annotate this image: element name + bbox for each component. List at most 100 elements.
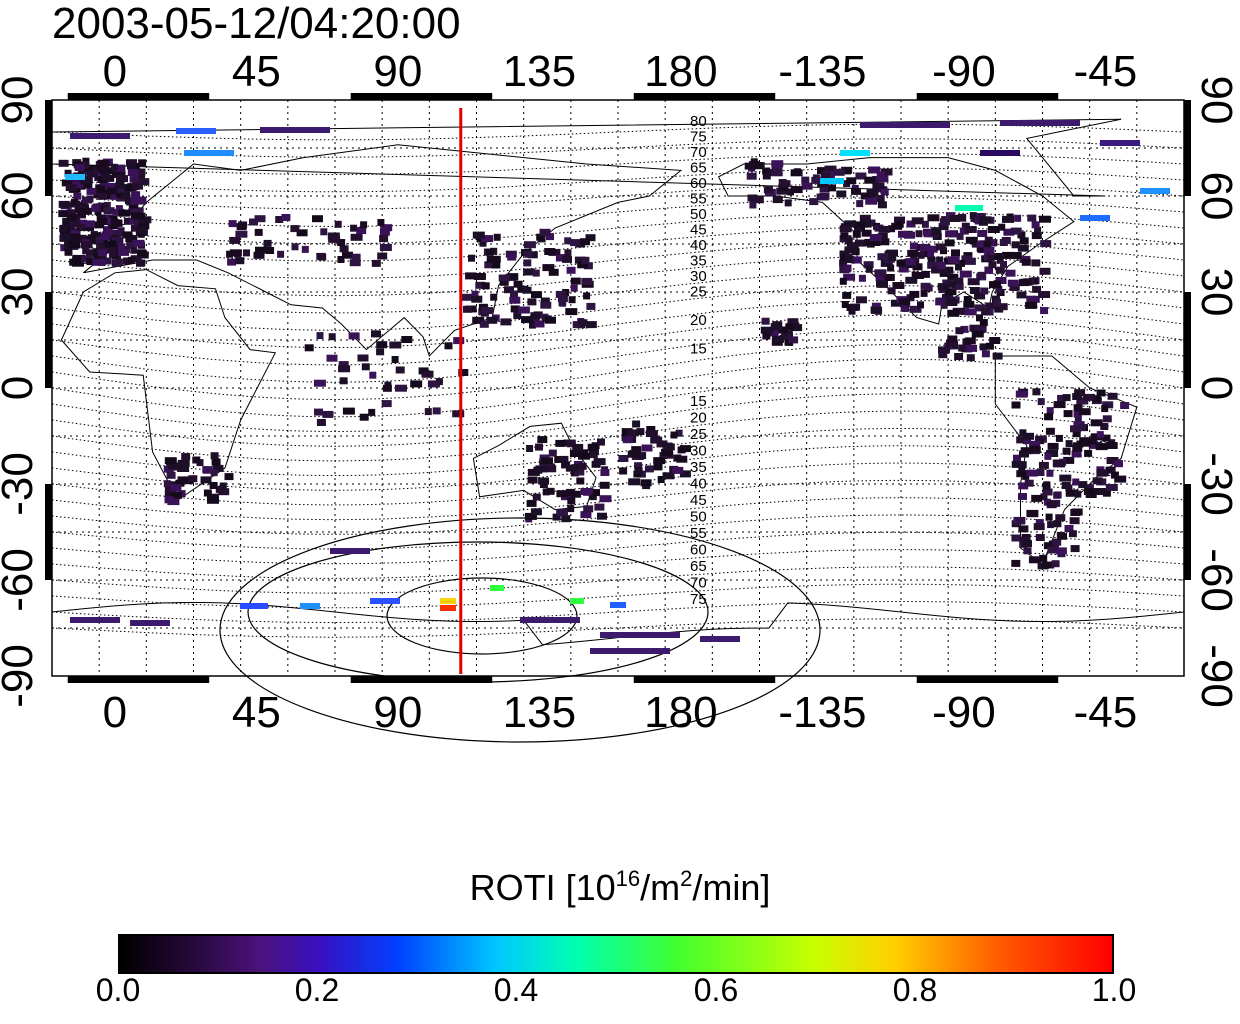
roti-cell [218, 488, 230, 496]
roti-cell [127, 169, 139, 176]
roti-cell [1017, 244, 1029, 252]
roti-cell [527, 298, 537, 306]
roti-cell-bright [176, 128, 216, 134]
roti-cell [583, 262, 593, 270]
roti-cell [641, 444, 653, 452]
roti-cell [873, 239, 881, 246]
roti-cell [995, 266, 1005, 274]
roti-cell [301, 245, 309, 253]
roti-cell [1046, 501, 1057, 509]
roti-cell [1058, 532, 1067, 540]
roti-cell [484, 261, 493, 269]
roti-cell [130, 224, 139, 232]
roti-cell [530, 508, 542, 516]
roti-cell [1088, 437, 1097, 445]
roti-cell [942, 279, 952, 287]
roti-cell [644, 465, 654, 473]
roti-cell [927, 245, 938, 253]
roti-cell [905, 258, 916, 266]
roti-cell [90, 232, 101, 240]
roti-cell [69, 233, 81, 241]
roti-cell [1076, 397, 1089, 405]
roti-cell [842, 291, 852, 299]
roti-cell [1101, 405, 1109, 413]
roti-cell [86, 249, 98, 257]
roti-cell [980, 287, 989, 295]
roti-cell [118, 164, 126, 172]
roti-cell [1095, 443, 1108, 451]
roti-cell [657, 476, 665, 483]
roti-cell [921, 270, 930, 278]
colorbar-title-end: /min] [692, 867, 771, 908]
roti-cell [872, 182, 885, 190]
roti-cell [1031, 494, 1043, 502]
roti-cell [1013, 454, 1021, 462]
roti-cell [506, 273, 518, 281]
roti-cell [1074, 490, 1082, 498]
colorbar [118, 934, 1114, 974]
mlat-contour [51, 211, 1185, 245]
roti-cell [1032, 388, 1041, 396]
roti-cell [817, 180, 829, 188]
roti-cell [1073, 410, 1081, 418]
roti-cell [631, 446, 642, 454]
roti-cell [277, 250, 285, 258]
roti-cell [583, 505, 594, 513]
roti-cell [100, 233, 113, 241]
roti-cell [965, 236, 978, 244]
roti-cell [1077, 424, 1086, 432]
roti-cell [1102, 489, 1111, 497]
bottom-longitude-labels: 0 45 90 135 180 -135 -90 -45 [103, 688, 1138, 737]
roti-cell [931, 266, 943, 274]
roti-cell [1040, 240, 1052, 248]
roti-cell [1011, 460, 1023, 468]
roti-cell [816, 193, 829, 201]
roti-cell [235, 257, 245, 265]
roti-cell [974, 325, 987, 333]
roti-cell [1053, 460, 1065, 468]
roti-cell [887, 287, 896, 295]
roti-cell [540, 297, 550, 305]
roti-cell [1014, 214, 1022, 222]
roti-cell [679, 470, 691, 478]
roti-cell-bright [1080, 215, 1110, 221]
roti-cell [564, 237, 572, 245]
roti-cell [839, 225, 852, 233]
roti-cell [880, 188, 889, 196]
roti-cell [110, 163, 118, 171]
roti-cell [69, 220, 81, 228]
roti-cell [316, 419, 326, 426]
roti-cell [1051, 560, 1060, 568]
roti-cell [86, 169, 98, 177]
roti-cell [523, 241, 536, 249]
axis-bar [45, 292, 52, 388]
roti-cell [772, 335, 784, 343]
roti-cell [67, 209, 76, 217]
roti-cell [1046, 407, 1054, 415]
colorbar-title-main: ROTI [10 [469, 867, 616, 908]
roti-cell [570, 239, 582, 247]
roti-cell [559, 455, 569, 463]
mlat-contour [51, 601, 1185, 623]
roti-cell [585, 321, 597, 329]
roti-cell [296, 229, 308, 237]
roti-cell [137, 196, 147, 204]
roti-cell [771, 160, 784, 168]
contour-label: 25 [690, 426, 707, 443]
roti-cell [1106, 457, 1119, 464]
roti-cell [749, 201, 757, 209]
roti-cell [465, 272, 476, 280]
roti-cell [951, 249, 960, 257]
roti-cell [275, 216, 284, 223]
roti-cell [599, 481, 610, 489]
roti-cell [1031, 232, 1042, 240]
roti-cell [1027, 214, 1037, 222]
roti-cell [892, 282, 905, 289]
roti-cell [458, 369, 469, 376]
roti-cell [65, 184, 77, 191]
roti-cell [869, 234, 882, 241]
roti-cell [118, 209, 131, 217]
roti-cell [500, 318, 512, 326]
roti-cell [62, 233, 72, 241]
roti-cell [1018, 525, 1029, 533]
